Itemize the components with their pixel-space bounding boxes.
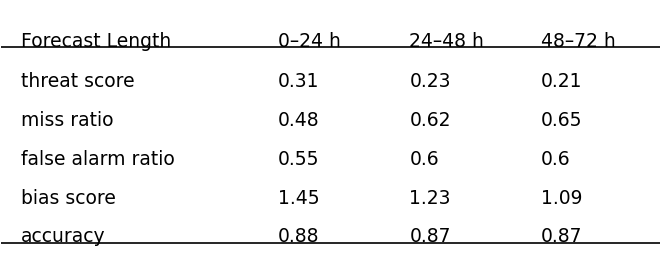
Text: 0.87: 0.87 — [409, 228, 451, 246]
Text: 0.48: 0.48 — [278, 111, 319, 130]
Text: 0.6: 0.6 — [541, 150, 570, 169]
Text: 1.09: 1.09 — [541, 188, 582, 208]
Text: miss ratio: miss ratio — [21, 111, 114, 130]
Text: 0–24 h: 0–24 h — [278, 31, 340, 51]
Text: 24–48 h: 24–48 h — [409, 31, 485, 51]
Text: 48–72 h: 48–72 h — [541, 31, 616, 51]
Text: 0.23: 0.23 — [409, 72, 451, 91]
Text: 0.62: 0.62 — [409, 111, 451, 130]
Text: 1.45: 1.45 — [278, 188, 319, 208]
Text: 0.88: 0.88 — [278, 228, 319, 246]
Text: bias score: bias score — [21, 188, 116, 208]
Text: 0.21: 0.21 — [541, 72, 582, 91]
Text: false alarm ratio: false alarm ratio — [21, 150, 175, 169]
Text: 0.6: 0.6 — [409, 150, 439, 169]
Text: accuracy: accuracy — [21, 228, 106, 246]
Text: 1.23: 1.23 — [409, 188, 451, 208]
Text: 0.55: 0.55 — [278, 150, 319, 169]
Text: Forecast Length: Forecast Length — [21, 31, 171, 51]
Text: threat score: threat score — [21, 72, 135, 91]
Text: 0.87: 0.87 — [541, 228, 582, 246]
Text: 0.31: 0.31 — [278, 72, 319, 91]
Text: 0.65: 0.65 — [541, 111, 582, 130]
